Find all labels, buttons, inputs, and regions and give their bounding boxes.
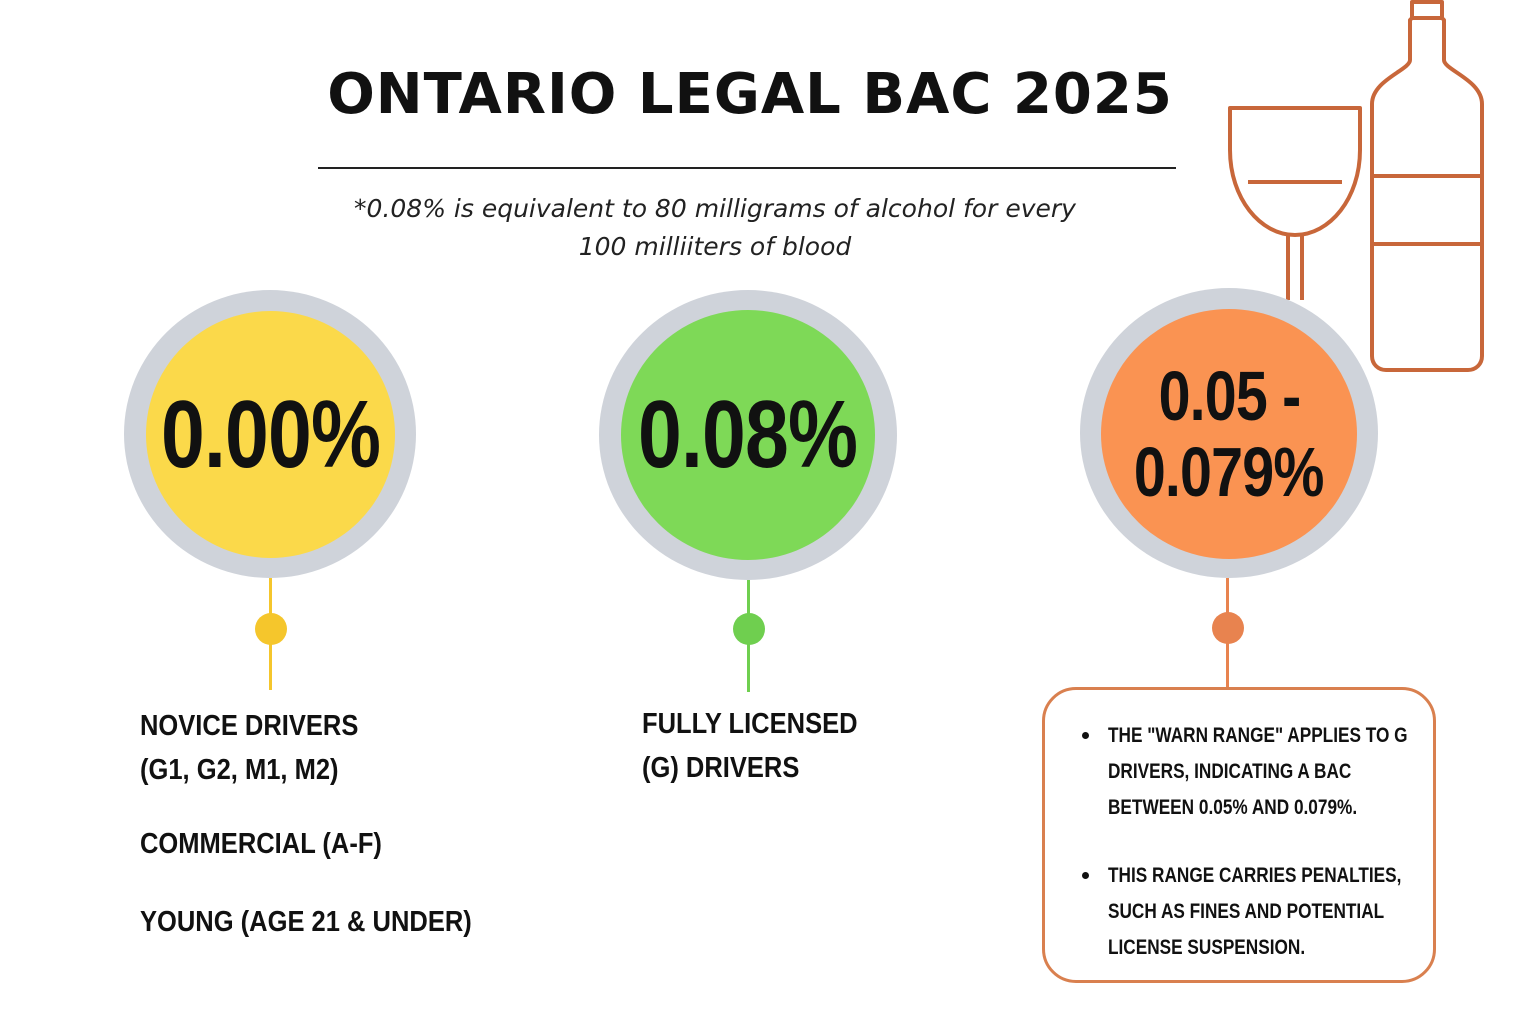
young-drivers-label: YOUNG (AGE 21 & UNDER) [140,906,472,938]
wine-glass-icon [1228,106,1362,300]
novice-label-line-2: (G1, G2, M1, M2) [140,754,339,786]
definition-note-line-2: 100 milliiters of blood [578,232,852,261]
warn-range-bullets: THE "WARN RANGE" APPLIES TO G DRIVERS, I… [1080,718,1420,998]
licensed-label-line-1: FULLY LICENSED [642,708,858,740]
licensed-label-line-2: (G) DRIVERS [642,752,800,784]
licensed-connector-dot [733,613,765,645]
wine-glass-and-bottle-illustration [1228,0,1484,372]
warn-range-bullet-2-text: THIS RANGE CARRIES PENALTIES, SUCH AS FI… [1108,864,1402,959]
novice-label-line-1: NOVICE DRIVERS [140,710,359,742]
licensed-driver-categories: FULLY LICENSED (G) DRIVERS [642,702,858,790]
novice-connector-dot [255,613,287,645]
licensed-bac-value: 0.08% [638,381,858,488]
bullet-icon [1082,732,1089,739]
warn-connector-dot [1212,612,1244,644]
warn-range-value-line-1: 0.05 - [1158,357,1301,435]
page-title: ONTARIO LEGAL BAC 2025 [327,62,1173,127]
licensed-bac-disc: 0.08% [621,310,875,560]
warn-range-disc: 0.05 - 0.079% [1101,309,1357,559]
bullet-icon [1082,872,1089,879]
definition-note: *0.08% is equivalent to 80 milligrams of… [300,190,1130,266]
novice-driver-categories: NOVICE DRIVERS (G1, G2, M1, M2) COMMERCI… [140,704,472,944]
warn-range-value-line-2: 0.079% [1134,433,1325,511]
warn-range-bullet-1-text: THE "WARN RANGE" APPLIES TO G DRIVERS, I… [1108,724,1408,819]
wine-bottle-icon [1370,0,1484,372]
warn-range-info-box [1042,687,1436,983]
novice-bac-value: 0.00% [160,380,381,488]
commercial-label: COMMERCIAL (A-F) [140,828,382,860]
warn-range-bullet-2: THIS RANGE CARRIES PENALTIES, SUCH AS FI… [1080,858,1420,966]
novice-bac-disc: 0.00% [146,311,395,558]
definition-note-line-1: *0.08% is equivalent to 80 milligrams of… [354,194,1076,223]
warn-range-bullet-1: THE "WARN RANGE" APPLIES TO G DRIVERS, I… [1080,718,1420,826]
title-divider [318,167,1176,169]
